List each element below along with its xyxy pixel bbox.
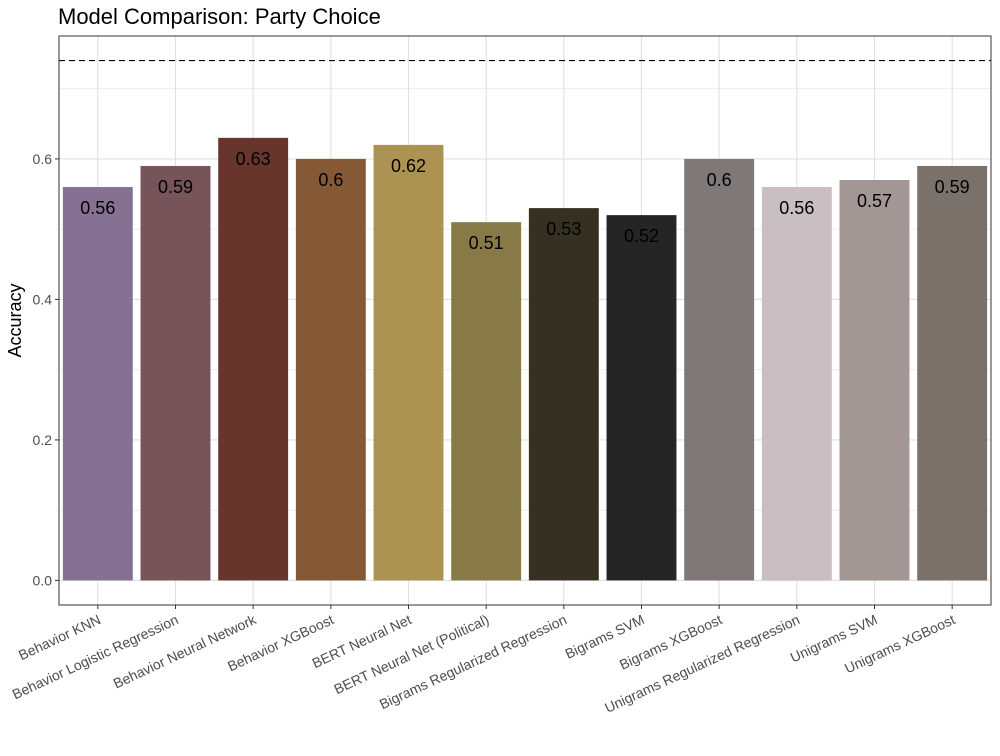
chart-title: Model Comparison: Party Choice [58, 4, 381, 29]
y-axis-ticks: 0.0 0.2 0.4 0.6 [33, 151, 59, 588]
bar [684, 158, 755, 581]
bar-value-label: 0.59 [935, 177, 970, 197]
bar-value-label: 0.53 [546, 219, 581, 239]
bar-value-label: 0.63 [236, 149, 271, 169]
bar-value-label: 0.6 [707, 170, 732, 190]
bar [140, 165, 211, 581]
bars: 0.56 0.59 0.63 0.6 0.62 0.51 0.53 0.52 0.6 0.56 0.… [62, 137, 988, 581]
bar [62, 187, 133, 581]
bar [451, 222, 522, 581]
bar-value-label: 0.62 [391, 156, 426, 176]
bar-value-label: 0.52 [624, 226, 659, 246]
y-axis-title: Accuracy [5, 283, 25, 357]
bar [917, 165, 988, 581]
bar-value-label: 0.51 [469, 233, 504, 253]
y-tick-label: 0.0 [33, 572, 53, 588]
bar-value-label: 0.57 [857, 191, 892, 211]
y-tick-label: 0.2 [33, 432, 53, 448]
x-tick-label: Behavior Neural Network [111, 611, 260, 692]
y-tick-label: 0.4 [33, 291, 53, 307]
bar [373, 144, 444, 581]
bar [606, 215, 677, 581]
bar [218, 137, 289, 581]
y-tick-label: 0.6 [33, 151, 53, 167]
bar [528, 208, 599, 581]
plot-panel-border [58, 35, 992, 606]
bar [839, 180, 910, 581]
bar-value-label: 0.56 [80, 198, 115, 218]
bar [295, 158, 366, 581]
bar [761, 187, 832, 581]
bar-value-label: 0.56 [779, 198, 814, 218]
bar-value-label: 0.6 [318, 170, 343, 190]
bar-value-label: 0.59 [158, 177, 193, 197]
